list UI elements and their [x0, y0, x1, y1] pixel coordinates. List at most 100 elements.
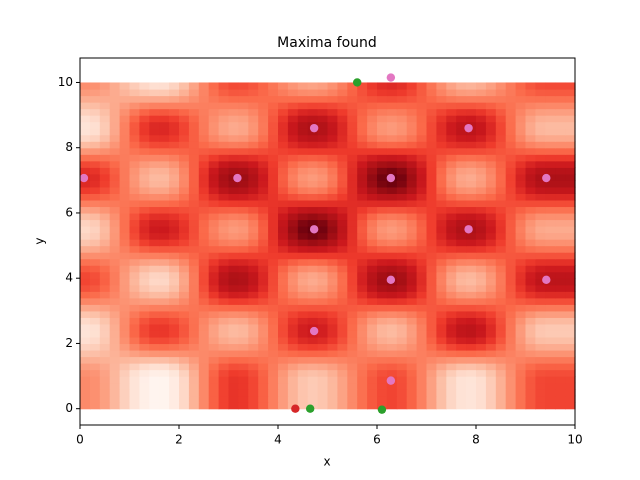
heat-cell	[535, 219, 546, 227]
heat-cell	[258, 128, 269, 136]
heat-cell	[119, 141, 131, 149]
heat-cell	[258, 206, 269, 214]
heat-cell	[525, 239, 536, 247]
heat-cell	[367, 258, 378, 266]
heat-cell	[317, 278, 329, 286]
heat-cell	[198, 330, 210, 338]
heat-cell	[99, 108, 111, 116]
heat-cell	[565, 278, 576, 286]
heat-cell	[228, 336, 239, 345]
heat-cell	[337, 369, 348, 377]
heat-cell	[495, 121, 507, 129]
heat-cell	[169, 330, 180, 338]
heat-cell	[297, 389, 309, 397]
heat-cell	[426, 95, 437, 103]
heat-cell	[545, 304, 556, 312]
heat-cell	[248, 108, 259, 116]
heat-cell	[555, 108, 566, 116]
heat-cell	[218, 147, 230, 155]
heat-cell	[495, 167, 507, 175]
heat-cell	[139, 304, 150, 312]
heat-cell	[258, 199, 269, 208]
heat-cell	[466, 212, 477, 221]
heat-cell	[327, 167, 338, 175]
heat-cell	[278, 102, 289, 110]
heat-cell	[416, 108, 428, 116]
heat-cell	[248, 382, 259, 390]
heat-cell	[109, 317, 121, 325]
heat-cell	[129, 141, 140, 149]
heat-cell	[287, 88, 299, 97]
heat-cell	[218, 134, 230, 142]
heat-cell	[169, 180, 180, 188]
heat-cell	[287, 271, 299, 279]
heat-cell	[476, 232, 487, 240]
heat-cell	[268, 88, 279, 97]
heat-cell	[268, 349, 279, 358]
heat-cell	[406, 369, 418, 377]
heat-cell	[198, 102, 210, 110]
heat-cell	[426, 147, 437, 155]
heat-cell	[218, 239, 230, 247]
heat-cell	[179, 323, 190, 331]
heat-cell	[80, 356, 91, 364]
heat-cell	[446, 167, 457, 175]
heat-cell	[208, 226, 220, 234]
heat-cell	[337, 304, 348, 312]
heat-cell	[396, 343, 408, 351]
heat-cell	[505, 186, 517, 194]
heat-cell	[159, 297, 170, 305]
heat-cell	[357, 141, 368, 149]
heat-cell	[218, 363, 230, 371]
heat-cell	[89, 245, 101, 253]
heat-cell	[228, 356, 239, 364]
heat-cell	[545, 219, 556, 227]
heat-cell	[367, 336, 378, 345]
heat-cell	[456, 160, 467, 168]
heat-cell	[208, 232, 220, 240]
heat-cell	[347, 304, 358, 312]
heat-cell	[436, 389, 447, 397]
heat-cell	[426, 284, 437, 292]
heat-cell	[426, 88, 437, 97]
heat-cell	[179, 349, 190, 358]
heat-cell	[495, 245, 507, 253]
heat-cell	[258, 239, 269, 247]
heat-cell	[99, 343, 111, 351]
heat-cell	[565, 95, 576, 103]
heat-cell	[149, 297, 160, 305]
heat-cell	[396, 284, 408, 292]
heat-cell	[218, 226, 230, 234]
heat-cell	[149, 186, 160, 194]
heat-cell	[426, 252, 437, 260]
heat-cell	[446, 206, 457, 214]
heat-cell	[129, 284, 140, 292]
heat-cell	[327, 310, 338, 318]
heat-cell	[565, 226, 576, 234]
heat-cell	[377, 336, 388, 345]
heat-cell	[297, 363, 309, 371]
heat-cell	[80, 376, 91, 384]
heat-cell	[347, 108, 358, 116]
heat-cell	[208, 395, 220, 403]
heat-cell	[208, 239, 220, 247]
heat-cell	[367, 252, 378, 260]
heat-cell	[337, 167, 348, 175]
heat-cell	[446, 284, 457, 292]
heat-cell	[446, 343, 457, 351]
heat-cell	[565, 291, 576, 299]
heat-cell	[565, 363, 576, 371]
heat-cell	[466, 199, 477, 208]
heat-cell	[416, 317, 428, 325]
heat-cell	[476, 363, 487, 371]
heat-cell	[317, 212, 329, 221]
heat-cell	[555, 128, 566, 136]
heat-cell	[169, 88, 180, 97]
heat-cell	[268, 271, 279, 279]
heat-cell	[337, 199, 348, 208]
heat-cell	[119, 219, 131, 227]
heat-cell	[139, 356, 150, 364]
heat-cell	[396, 219, 408, 227]
heat-cell	[287, 382, 299, 390]
heat-cell	[456, 349, 467, 358]
